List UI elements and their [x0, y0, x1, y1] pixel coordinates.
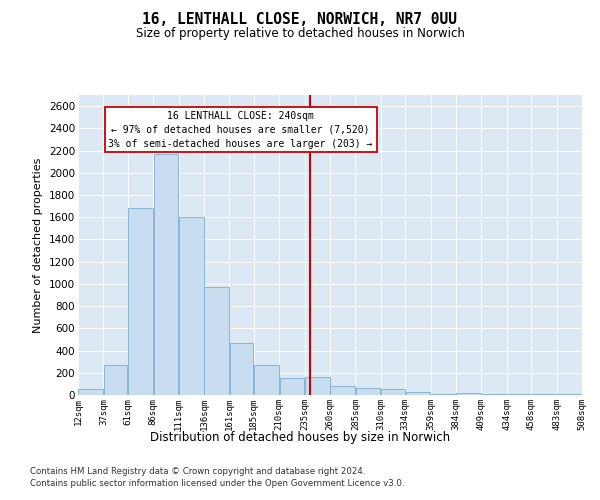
Bar: [381, 389, 405, 395]
Text: 16, LENTHALL CLOSE, NORWICH, NR7 0UU: 16, LENTHALL CLOSE, NORWICH, NR7 0UU: [143, 12, 458, 28]
Bar: [230, 343, 253, 395]
Bar: [457, 393, 481, 395]
Y-axis label: Number of detached properties: Number of detached properties: [34, 158, 43, 332]
Bar: [128, 208, 153, 395]
Bar: [154, 154, 178, 395]
Bar: [507, 394, 531, 395]
Text: Distribution of detached houses by size in Norwich: Distribution of detached houses by size …: [150, 431, 450, 444]
Bar: [280, 378, 304, 395]
Bar: [431, 394, 455, 395]
Bar: [254, 365, 279, 395]
Bar: [557, 394, 581, 395]
Bar: [532, 394, 556, 395]
Bar: [356, 388, 380, 395]
Text: Contains HM Land Registry data © Crown copyright and database right 2024.: Contains HM Land Registry data © Crown c…: [30, 467, 365, 476]
Bar: [305, 377, 329, 395]
Bar: [205, 286, 229, 395]
Text: 16 LENTHALL CLOSE: 240sqm
← 97% of detached houses are smaller (7,520)
3% of sem: 16 LENTHALL CLOSE: 240sqm ← 97% of detac…: [109, 110, 373, 148]
Bar: [179, 217, 203, 395]
Bar: [104, 365, 127, 395]
Text: Contains public sector information licensed under the Open Government Licence v3: Contains public sector information licen…: [30, 479, 404, 488]
Bar: [331, 386, 355, 395]
Text: Size of property relative to detached houses in Norwich: Size of property relative to detached ho…: [136, 28, 464, 40]
Bar: [79, 390, 103, 395]
Bar: [406, 392, 430, 395]
Bar: [482, 394, 506, 395]
